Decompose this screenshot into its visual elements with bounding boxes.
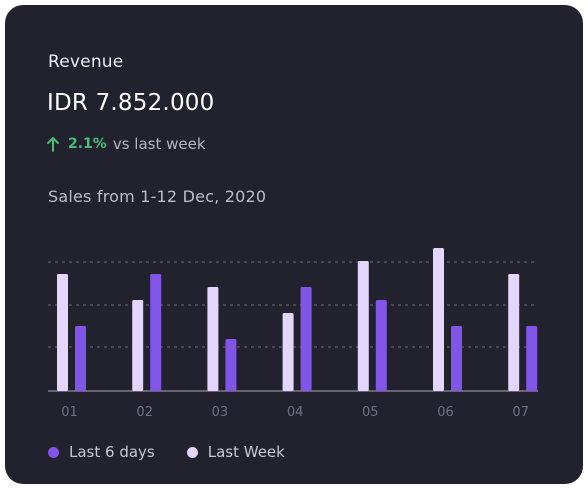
chart-subtitle: Sales from 1-12 Dec, 2020 <box>48 187 267 206</box>
bar-last-6-days <box>150 274 162 391</box>
legend-item-last6: Last 6 days <box>48 443 155 461</box>
change-indicator: 2.1% vs last week <box>46 135 206 153</box>
bar-last-week <box>357 261 369 391</box>
legend-label-lastweek: Last Week <box>207 443 285 461</box>
x-tick-label: 04 <box>287 405 304 420</box>
bar-last-6-days <box>451 326 462 391</box>
bar-last-week <box>508 274 520 391</box>
revenue-amount: IDR 7.852.000 <box>47 90 215 116</box>
legend-label-last6: Last 6 days <box>69 443 155 461</box>
x-tick-label: 05 <box>362 405 379 420</box>
x-tick-label: 07 <box>512 405 529 420</box>
x-tick-label: 03 <box>212 405 229 420</box>
x-tick-label: 02 <box>136 405 153 420</box>
chart-bars <box>57 248 538 391</box>
legend-item-lastweek: Last Week <box>186 443 285 461</box>
bar-last-6-days <box>75 326 86 391</box>
change-label: vs last week <box>112 135 206 153</box>
arrow-up-icon <box>47 137 59 152</box>
legend-dot-last6 <box>48 446 59 458</box>
bar-last-6-days <box>300 287 312 391</box>
bar-last-week <box>433 248 444 391</box>
revenue-card: Revenue IDR 7.852.000 2.1% vs last week … <box>5 5 583 484</box>
bar-last-week <box>57 274 68 391</box>
bar-last-week <box>282 313 294 391</box>
chart-x-labels: 01 02 03 04 05 06 07 <box>61 405 529 420</box>
chart-legend: Last 6 days Last Week <box>48 443 317 461</box>
card-title: Revenue <box>48 52 124 72</box>
bar-last-6-days <box>526 326 538 391</box>
change-percent: 2.1% <box>68 136 107 152</box>
bar-last-6-days <box>225 339 237 391</box>
bar-last-week <box>207 287 219 391</box>
legend-dot-lastweek <box>186 446 198 458</box>
x-tick-label: 06 <box>437 405 454 420</box>
bar-last-6-days <box>375 300 387 391</box>
sales-bar-chart: 01 02 03 04 05 06 07 <box>48 248 538 420</box>
x-tick-label: 01 <box>61 405 78 420</box>
bar-last-week <box>132 300 144 391</box>
